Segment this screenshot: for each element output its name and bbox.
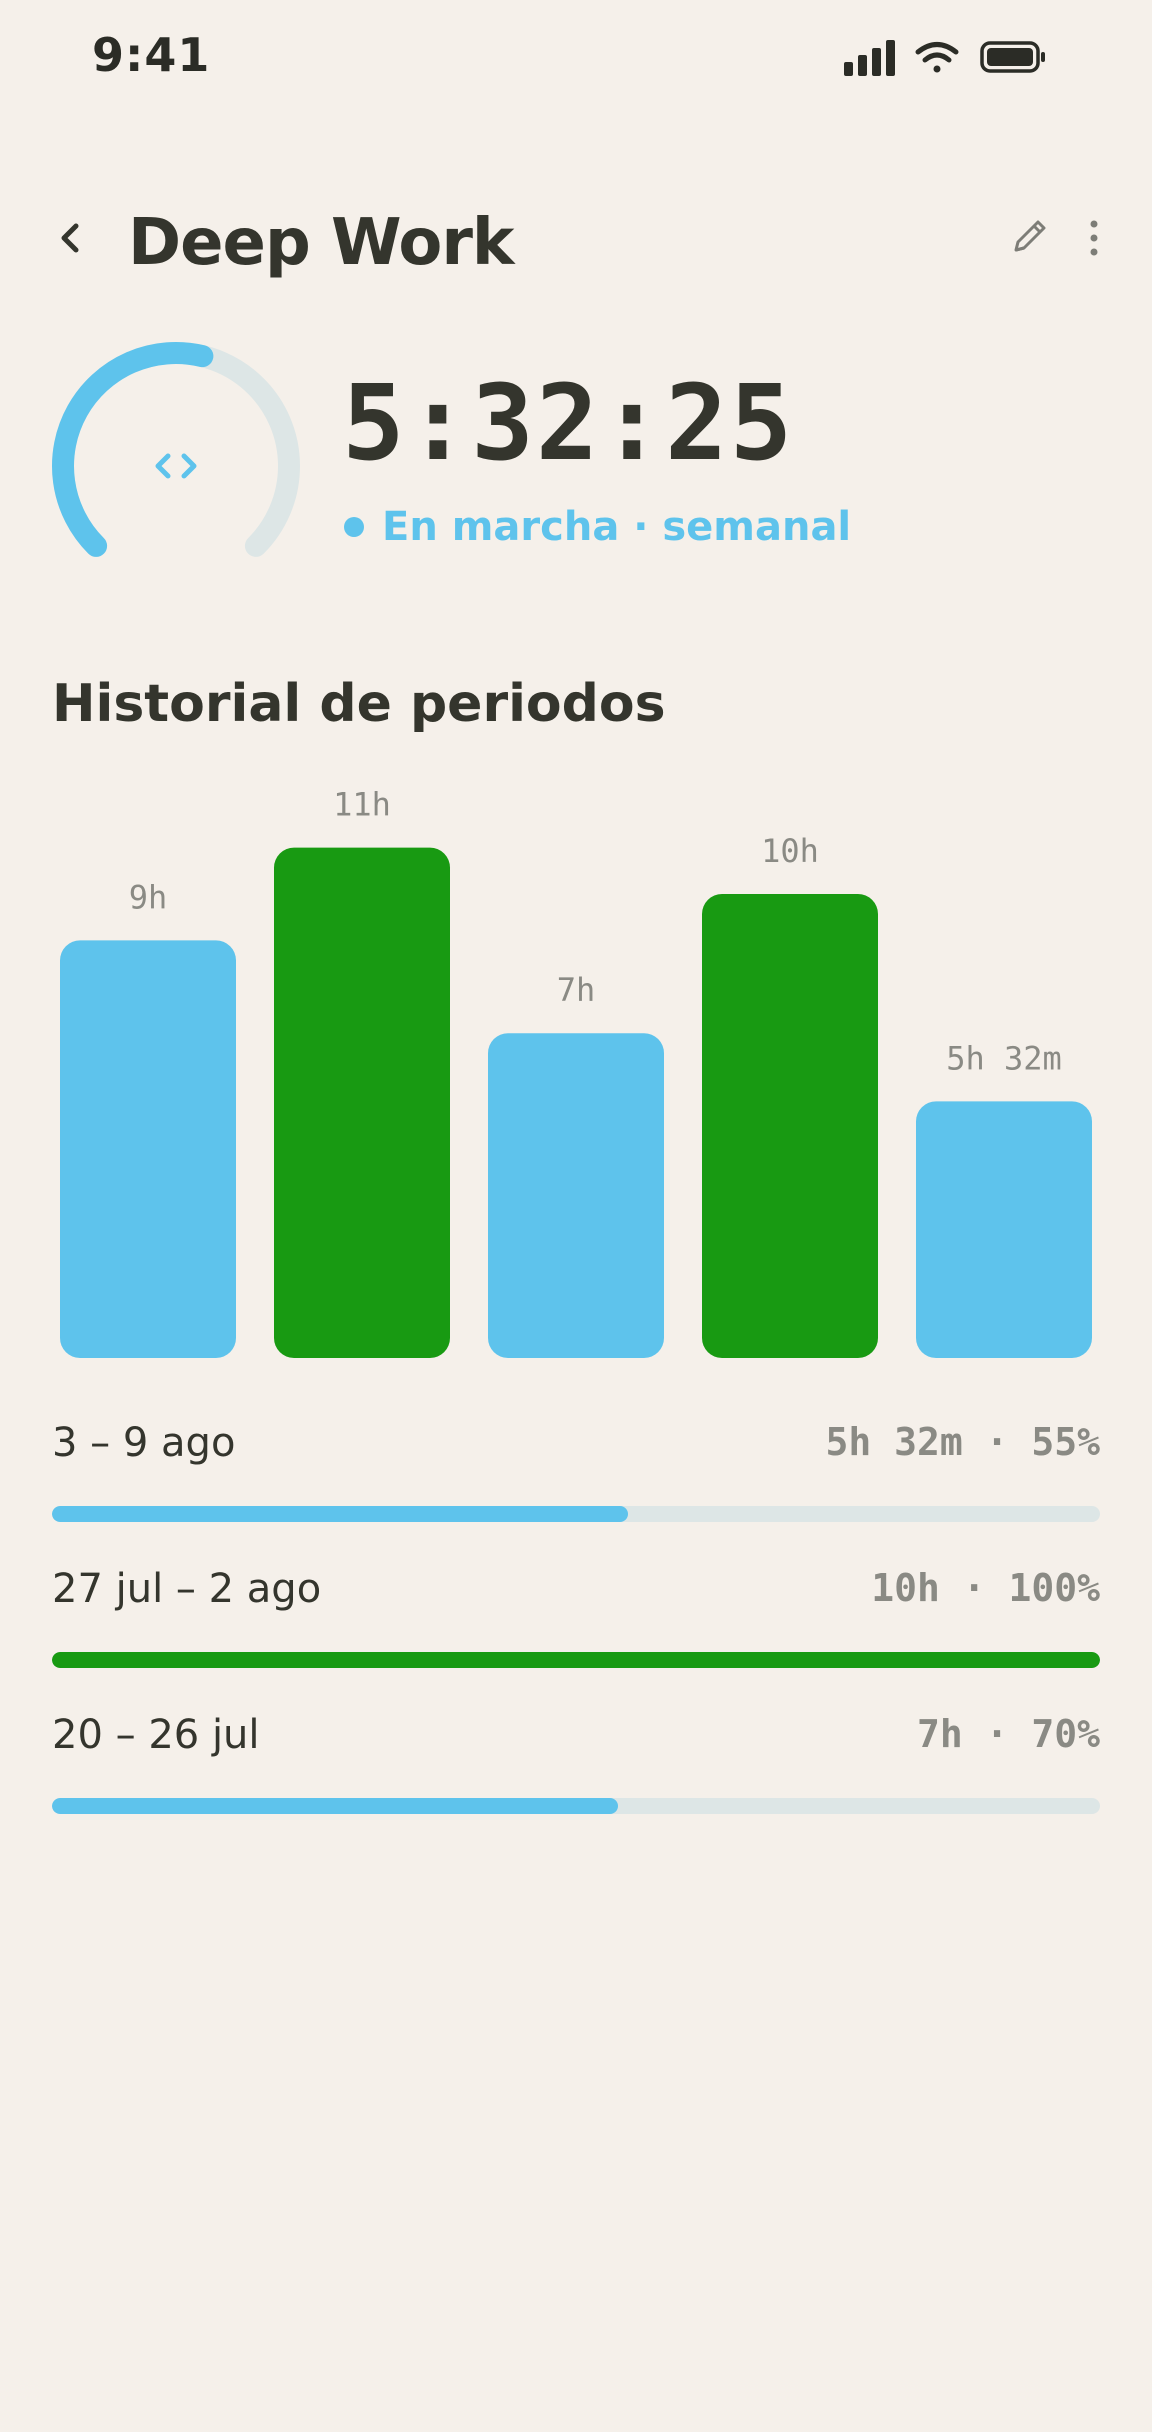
status-icons [844,40,1045,76]
more-options-button[interactable] [1076,210,1112,266]
chevron-left-icon [61,223,79,253]
chart-bar[interactable] [488,1033,664,1358]
chart-bar-label: 7h [557,971,596,1009]
period-progress-track [52,1506,1100,1522]
period-progress-fill [52,1506,629,1522]
pencil-icon [1014,220,1046,252]
period-label: 3 – 9 ago [52,1420,236,1466]
page-title: Deep Work [128,206,514,280]
period-history-chart: 9h 11h 7h 10h 5h 32m [60,786,1092,1358]
period-row[interactable]: 20 – 26 jul 7h · 70% [52,1712,1100,1858]
period-progress-track [52,1652,1100,1668]
period-progress-fill [52,1652,1100,1668]
progress-ring-fill [52,342,214,557]
chart-bar-label: 10h [761,832,819,870]
period-progress-fill [52,1798,618,1814]
timer-status-text: En marcha · semanal [382,504,852,550]
status-dot [344,517,364,537]
period-value: 5h 32m · 55% [825,1420,1100,1464]
cellular-signal-icon [844,40,895,76]
period-progress-track [52,1798,1100,1814]
status-bar: 9:41 [0,0,1152,120]
timer-status: En marcha · semanal [344,504,851,550]
period-list: 3 – 9 ago 5h 32m · 55% 27 jul – 2 ago 10h ·… [52,1420,1100,1858]
period-label: 20 – 26 jul [52,1712,260,1758]
header: Deep Work [0,190,1152,300]
chart-bar[interactable] [916,1101,1092,1358]
chart-bar-label: 5h 32m [946,1039,1062,1077]
back-button[interactable] [44,210,100,266]
battery-icon [980,41,1045,73]
edit-button[interactable] [1004,212,1054,262]
period-row[interactable]: 27 jul – 2 ago 10h · 100% [52,1566,1100,1712]
period-value: 10h · 100% [871,1566,1100,1610]
chart-bar[interactable] [60,940,236,1358]
period-label: 27 jul – 2 ago [52,1566,322,1612]
status-time: 9:41 [92,28,211,82]
more-vertical-icon [1090,220,1098,256]
chart-bar[interactable] [274,847,450,1358]
code-brackets-icon [155,453,197,479]
timer-display: 5:32:25 [342,362,795,484]
wifi-icon [915,42,959,73]
progress-ring [52,342,300,557]
period-row[interactable]: 3 – 9 ago 5h 32m · 55% [52,1420,1100,1566]
chart-bar-label: 11h [333,786,391,824]
chart-bar-label: 9h [129,878,168,916]
chart-bar[interactable] [702,894,878,1358]
section-title-history: Historial de periodos [52,674,666,734]
period-value: 7h · 70% [916,1712,1100,1756]
